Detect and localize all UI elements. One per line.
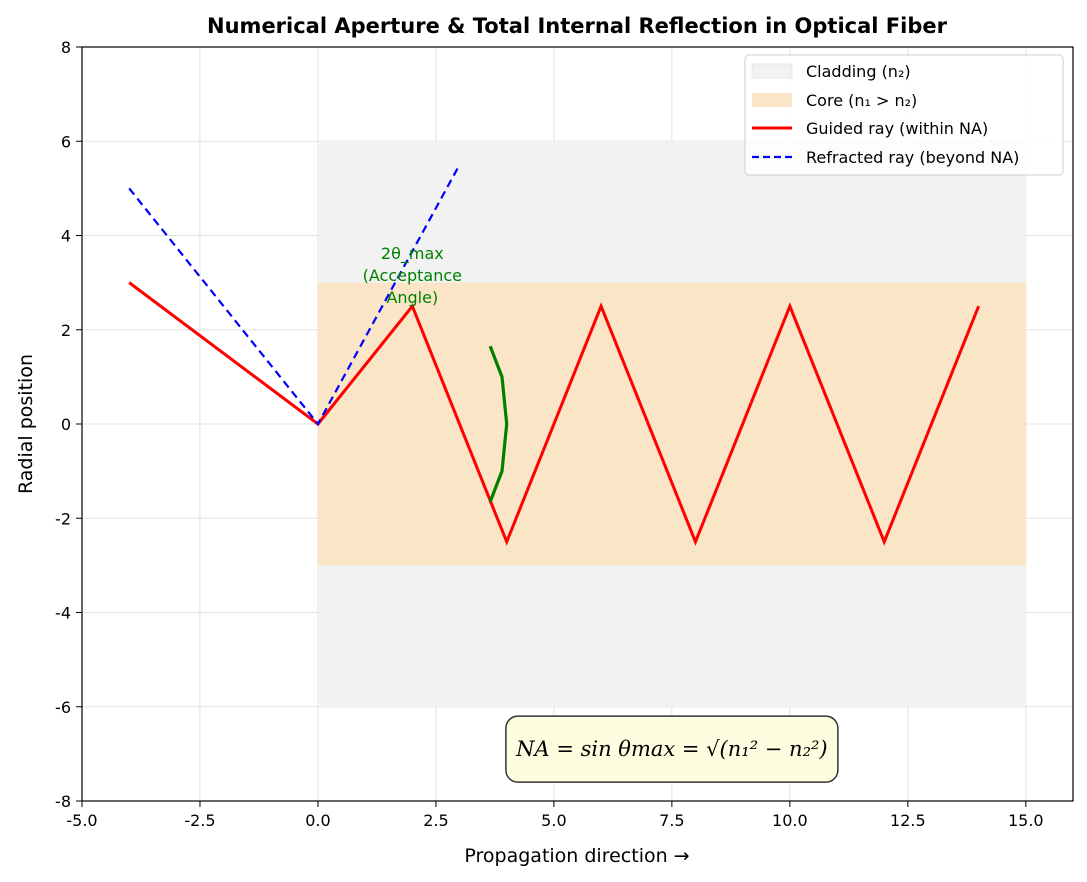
x-tick-label: 5.0 — [541, 811, 566, 830]
formula-box-background — [505, 715, 839, 783]
y-tick-label: -4 — [55, 604, 71, 623]
y-tick-label: 2 — [61, 321, 71, 340]
y-axis-label: Radial position — [15, 354, 37, 494]
acceptance-angle-arc — [488, 345, 509, 503]
x-axis-label: Propagation direction → — [464, 845, 689, 867]
y-tick-label: -6 — [55, 698, 71, 717]
x-tick-label: 15.0 — [1008, 811, 1044, 830]
numerical-aperture-formula: NA = sin θmax = √(n₁² − n₂²) — [505, 715, 839, 783]
annotation-line: 2θ_max — [381, 244, 444, 264]
x-tick-label: 12.5 — [890, 811, 926, 830]
x-tick-label: 0.0 — [305, 811, 330, 830]
acceptance-angle-label: 2θ_max (Acceptance Angle) — [363, 244, 462, 307]
acceptance-angle-arc-layer — [488, 345, 509, 503]
legend-label-core: Core (n₁ > n₂) — [806, 91, 917, 110]
guided-ray-line — [128, 281, 981, 546]
x-ticks: -5.0 -2.5 0.0 2.5 5.0 7.5 10.0 12.5 15.0 — [66, 801, 1044, 830]
fiber-regions — [317, 141, 1026, 707]
annotation-line: (Acceptance — [363, 266, 462, 285]
legend-label-refracted-ray: Refracted ray (beyond NA) — [806, 148, 1019, 167]
y-tick-label: 8 — [61, 38, 71, 57]
x-tick-label: 2.5 — [423, 811, 448, 830]
legend-label-cladding: Cladding (n₂) — [806, 62, 911, 81]
legend-swatch-cladding — [751, 63, 793, 79]
y-tick-label: 0 — [61, 415, 71, 434]
y-tick-label: 6 — [61, 132, 71, 151]
y-tick-label: 4 — [61, 227, 71, 246]
y-tick-label: -2 — [55, 509, 71, 528]
x-tick-label: -2.5 — [184, 811, 215, 830]
formula-text: NA = sin θmax = √(n₁² − n₂²) — [515, 737, 827, 761]
x-tick-label: -5.0 — [66, 811, 97, 830]
refracted-ray-line — [128, 164, 461, 426]
y-ticks: -8 -6 -4 -2 0 2 4 6 8 — [55, 38, 82, 811]
chart-title: Numerical Aperture & Total Internal Refl… — [207, 14, 948, 38]
y-tick-label: -8 — [55, 792, 71, 811]
legend: Cladding (n₂) Core (n₁ > n₂) Guided ray … — [744, 54, 1064, 176]
legend-label-guided-ray: Guided ray (within NA) — [806, 119, 988, 138]
legend-box — [744, 54, 1064, 176]
x-tick-label: 10.0 — [772, 811, 808, 830]
annotation-line: Angle) — [386, 288, 438, 307]
x-tick-label: 7.5 — [659, 811, 684, 830]
series-layer — [128, 164, 981, 546]
legend-swatch-core — [752, 93, 792, 107]
core-region — [317, 282, 1026, 566]
